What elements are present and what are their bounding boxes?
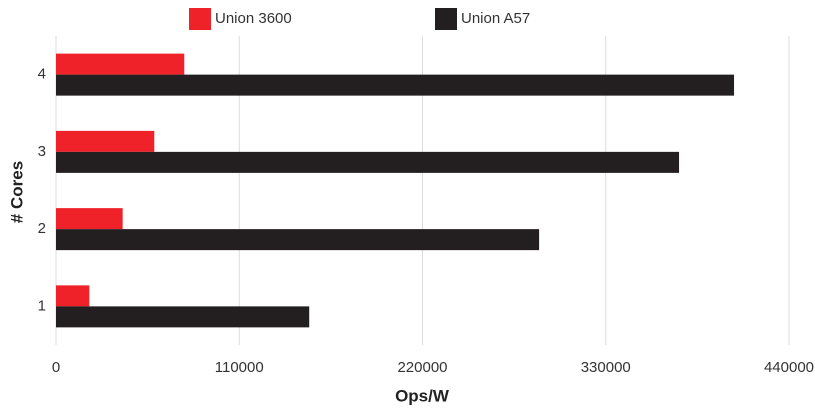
y-tick-label: 4 — [38, 66, 46, 83]
y-axis-title: # Cores — [7, 161, 26, 223]
y-tick-label: 2 — [38, 220, 46, 237]
bar — [56, 306, 310, 328]
bar — [56, 130, 155, 152]
y-tick-label: 1 — [38, 297, 46, 314]
x-tick-label: 0 — [52, 359, 60, 376]
bar — [56, 74, 735, 96]
bar — [56, 229, 540, 251]
x-tick-label: 330000 — [581, 359, 631, 376]
bar — [56, 151, 680, 173]
bar — [56, 53, 185, 75]
x-tick-label: 110000 — [215, 359, 264, 376]
x-axis-title: Ops/W — [395, 386, 450, 405]
legend-label: Union A57 — [461, 10, 530, 27]
legend-swatch — [435, 8, 457, 30]
y-tick-label: 3 — [38, 143, 46, 160]
x-tick-label: 220000 — [397, 359, 447, 376]
x-tick-label: 440000 — [764, 359, 814, 376]
bar — [56, 285, 90, 307]
legend-label: Union 3600 — [215, 10, 292, 27]
legend-swatch — [189, 8, 211, 30]
bar — [56, 208, 123, 230]
